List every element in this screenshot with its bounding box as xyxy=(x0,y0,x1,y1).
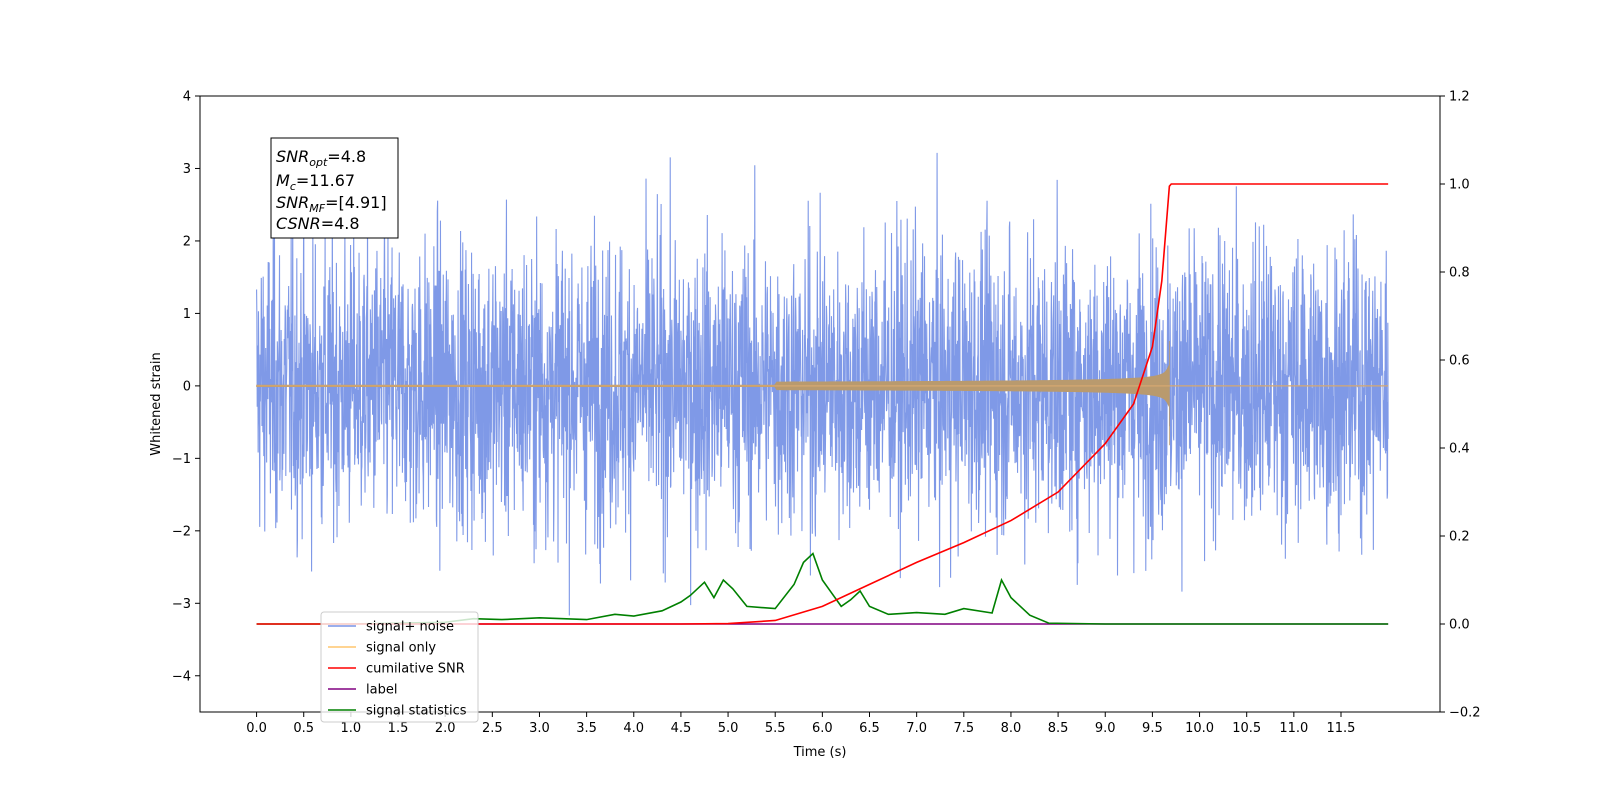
annotation-mc: Mc=11.67 xyxy=(276,171,355,193)
y-axis-right: −0.2 0.0 0.2 0.4 0.6 0.8 1.0 1.2 xyxy=(1440,90,1481,721)
x-tick-label-7: 3.5 xyxy=(576,721,597,736)
x-tick-label-4: 2.0 xyxy=(435,721,456,736)
x-tick-label-13: 6.5 xyxy=(859,721,880,736)
y2-tick-label-3: 0.4 xyxy=(1449,442,1470,457)
legend-label-1: signal only xyxy=(366,641,436,656)
series-signal-noise xyxy=(256,152,1389,616)
y-tick-label-6: 2 xyxy=(183,234,191,249)
x-tick-label-2: 1.0 xyxy=(341,721,362,736)
series-cumulative-snr xyxy=(256,183,1389,625)
y-tick-label-7: 3 xyxy=(183,162,191,177)
y2-tick-label-6: 1.0 xyxy=(1449,178,1470,193)
annotation-csnr: CSNR=4.8 xyxy=(276,214,360,233)
y-axis-left: −4 −3 −2 −1 0 1 2 3 4 xyxy=(172,90,200,684)
y-tick-label-3: −1 xyxy=(172,452,191,467)
annotation-snr-opt: SNRopt=4.8 xyxy=(276,147,366,169)
x-tick-label-12: 6.0 xyxy=(812,721,833,736)
x-tick-label-6: 3.0 xyxy=(529,721,550,736)
legend-label-0: signal+ noise xyxy=(366,620,454,635)
x-tick-label-1: 0.5 xyxy=(293,721,314,736)
y2-tick-label-7: 1.2 xyxy=(1449,90,1470,105)
x-tick-label-10: 5.0 xyxy=(718,721,739,736)
x-tick-label-16: 8.0 xyxy=(1001,721,1022,736)
y-tick-label-0: −4 xyxy=(172,669,191,684)
legend-frame xyxy=(320,611,479,723)
legend: signal+ noise signal only cumilative SNR la… xyxy=(320,611,479,723)
annotation-box: SNRopt=4.8 Mc=11.67 SNRMF=[4.91] CSNR=4.… xyxy=(270,137,399,239)
y2-tick-label-1: 0.0 xyxy=(1449,618,1470,633)
plot-frame xyxy=(199,95,1441,713)
x-tick-label-0: 0.0 xyxy=(246,721,267,736)
x-tick-label-22: 11.0 xyxy=(1279,721,1308,736)
x-tick-label-9: 4.5 xyxy=(671,721,692,736)
y-tick-label-8: 4 xyxy=(183,90,191,105)
x-tick-label-18: 9.0 xyxy=(1095,721,1116,736)
y-tick-label-5: 1 xyxy=(183,307,191,322)
x-tick-label-17: 8.5 xyxy=(1048,721,1069,736)
x-tick-label-23: 11.5 xyxy=(1327,721,1356,736)
x-tick-label-20: 10.0 xyxy=(1185,721,1214,736)
x-tick-label-8: 4.0 xyxy=(623,721,644,736)
x-tick-label-5: 2.5 xyxy=(482,721,503,736)
y2-tick-label-4: 0.6 xyxy=(1449,354,1470,369)
y2-tick-label-5: 0.8 xyxy=(1449,266,1470,281)
annotation-frame xyxy=(270,137,399,239)
x-tick-label-21: 10.5 xyxy=(1232,721,1261,736)
legend-label-2: cumilative SNR xyxy=(366,662,465,677)
x-tick-label-14: 7.0 xyxy=(906,721,927,736)
x-tick-label-15: 7.5 xyxy=(953,721,974,736)
x-axis-label: Time (s) xyxy=(793,745,847,760)
legend-label-4: signal statistics xyxy=(366,704,467,719)
x-axis: 0.0 0.5 1.0 1.5 2.0 2.5 3.0 3.5 4.0 4.5 5.0 5.5 6.0 6… xyxy=(246,712,1355,736)
x-tick-label-11: 5.5 xyxy=(765,721,786,736)
y2-tick-label-0: −0.2 xyxy=(1449,706,1481,721)
y-tick-label-4: 0 xyxy=(183,379,191,394)
y-axis-label: Whitened strain xyxy=(149,352,164,455)
y-tick-label-1: −3 xyxy=(172,597,191,612)
data-layer xyxy=(256,152,1389,625)
series-signal-statistics xyxy=(256,552,1389,625)
x-tick-label-19: 9.5 xyxy=(1142,721,1163,736)
annotation-snr-mf: SNRMF=[4.91] xyxy=(276,193,387,215)
legend-label-3: label xyxy=(366,683,397,698)
y-tick-label-2: −2 xyxy=(172,524,191,539)
series-signal-only-envelope xyxy=(256,340,1170,446)
x-tick-label-3: 1.5 xyxy=(388,721,409,736)
y2-tick-label-2: 0.2 xyxy=(1449,530,1470,545)
